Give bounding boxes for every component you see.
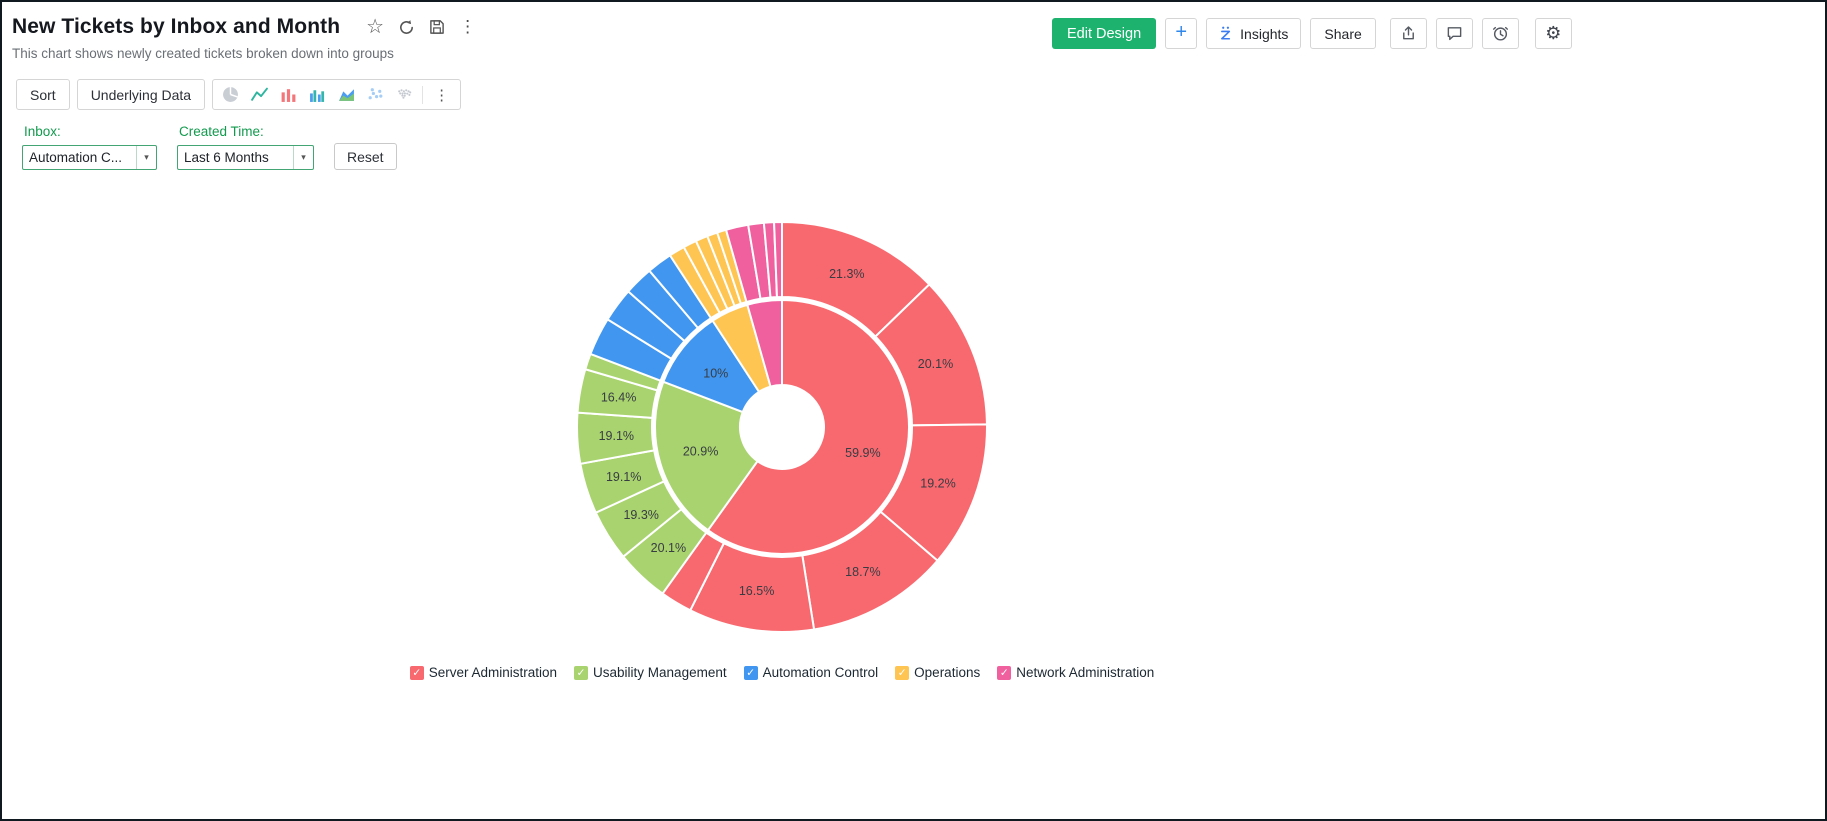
created-time-filter-select[interactable]: Last 6 Months ▾ <box>177 145 314 170</box>
report-description: This chart shows newly created tickets b… <box>12 46 394 61</box>
bar-chart-icon <box>281 89 296 102</box>
percentage-label: 10% <box>703 367 728 381</box>
percentage-label: 59.9% <box>845 446 880 460</box>
created-time-filter-value: Last 6 Months <box>184 150 269 165</box>
save-button[interactable] <box>429 19 445 35</box>
legend-label: Automation Control <box>762 665 879 680</box>
legend-checkbox-icon[interactable]: ✓ <box>743 665 758 680</box>
percentage-label: 20.9% <box>683 445 718 459</box>
clock-icon <box>1492 26 1508 41</box>
report-header: New Tickets by Inbox and Month ☆ <box>12 15 476 61</box>
share-button[interactable]: Share <box>1310 18 1376 49</box>
outer-segment-network-administration-4[interactable] <box>773 220 783 299</box>
settings-button[interactable]: ⚙ <box>1534 18 1572 49</box>
more-options-button[interactable]: ⋮ <box>459 18 476 36</box>
reset-filters-button[interactable]: Reset <box>334 143 397 170</box>
kebab-menu-icon: ⋮ <box>459 17 477 36</box>
insights-button[interactable]: Insights <box>1206 18 1302 49</box>
sunburst-chart[interactable]: 21.3% 20.1% 19.2% 18.7% 16.5% 59.9% 20.1% 19.3%… <box>552 192 1012 672</box>
area-chart-icon <box>339 89 355 101</box>
export-button[interactable] <box>1389 18 1427 49</box>
percentage-label: 20.1% <box>918 357 953 371</box>
percentage-label: 21.3% <box>829 267 864 281</box>
grouped-bar-chart-icon <box>310 90 325 102</box>
legend-label: Usability Management <box>593 665 727 680</box>
header-actions: Edit Design + Insights Share <box>1052 18 1572 49</box>
more-chart-types-button[interactable]: ⋮ <box>426 86 457 104</box>
edit-design-button[interactable]: Edit Design <box>1052 18 1157 49</box>
legend-checkbox-icon[interactable]: ✓ <box>574 665 589 680</box>
favorite-button[interactable]: ☆ <box>366 17 384 37</box>
chart-type-pie-button[interactable] <box>216 83 245 106</box>
add-button[interactable]: + <box>1165 18 1198 49</box>
percentage-label: 16.4% <box>601 391 636 405</box>
kebab-menu-icon: ⋮ <box>434 86 450 104</box>
chart-type-line-button[interactable] <box>245 83 274 106</box>
sort-button[interactable]: Sort <box>16 79 70 110</box>
chevron-down-icon: ▾ <box>293 146 313 169</box>
chart-toolbar: Sort Underlying Data <box>16 79 462 110</box>
inbox-filter-value: Automation C... <box>29 150 123 165</box>
refresh-button[interactable] <box>398 19 415 36</box>
inbox-filter-label: Inbox: <box>24 124 61 139</box>
percentage-label: 19.3% <box>623 508 658 522</box>
legend-label: Server Administration <box>428 665 558 680</box>
schedule-button[interactable] <box>1481 18 1519 49</box>
chart-type-grouped-bar-button[interactable] <box>303 83 332 106</box>
inbox-filter-select[interactable]: Automation C... ▾ <box>22 145 157 170</box>
created-time-filter-label: Created Time: <box>179 124 264 139</box>
chart-legend: ✓ Server Administration ✓ Usability Managem… <box>2 665 1562 680</box>
percentage-label: 20.1% <box>651 541 686 555</box>
comment-icon <box>1447 27 1462 41</box>
star-icon: ☆ <box>366 16 385 38</box>
filter-bar: Inbox: Automation C... ▾ Created Time: L… <box>22 124 397 170</box>
refresh-icon <box>400 19 414 34</box>
legend-item-operations[interactable]: ✓ Operations <box>895 665 980 680</box>
map-chart-icon <box>398 89 412 99</box>
pie-chart-icon <box>223 87 239 102</box>
legend-item-network-administration[interactable]: ✓ Network Administration <box>997 665 1154 680</box>
legend-label: Network Administration <box>1016 665 1155 680</box>
inner-segment-network-administration[interactable] <box>746 298 783 388</box>
save-icon <box>430 20 444 34</box>
line-chart-icon <box>251 87 268 101</box>
export-icon <box>1402 26 1414 40</box>
inner-segment-server-administration[interactable] <box>706 298 910 555</box>
legend-checkbox-icon[interactable]: ✓ <box>895 665 910 680</box>
toolbar-divider <box>422 85 424 104</box>
legend-item-usability-management[interactable]: ✓ Usability Management <box>574 665 727 680</box>
insights-label: Insights <box>1240 25 1289 42</box>
percentage-label: 19.1% <box>599 429 634 443</box>
legend-item-server-administration[interactable]: ✓ Server Administration <box>409 665 558 680</box>
zia-insights-icon <box>1221 26 1231 40</box>
inbox-filter: Inbox: Automation C... ▾ <box>22 124 157 170</box>
inner-segment-usability-management[interactable] <box>654 380 759 532</box>
legend-checkbox-icon[interactable]: ✓ <box>997 665 1012 680</box>
chevron-down-icon: ▾ <box>136 146 156 169</box>
legend-item-automation-control[interactable]: ✓ Automation Control <box>743 665 879 680</box>
percentage-label: 19.1% <box>606 470 641 484</box>
page-title: New Tickets by Inbox and Month <box>12 15 341 38</box>
created-time-filter: Created Time: Last 6 Months ▾ <box>177 124 314 170</box>
percentage-label: 18.7% <box>845 565 880 579</box>
legend-checkbox-icon[interactable]: ✓ <box>409 665 424 680</box>
chart-type-switcher: ⋮ <box>212 79 462 110</box>
chart-type-map-button[interactable] <box>390 83 419 106</box>
chart-type-scatter-button[interactable] <box>361 83 390 106</box>
legend-label: Operations <box>914 665 981 680</box>
gear-icon: ⚙ <box>1545 23 1562 43</box>
percentage-label: 16.5% <box>739 584 774 598</box>
scatter-plot-icon <box>368 88 383 100</box>
percentage-label: 19.2% <box>920 477 955 491</box>
underlying-data-button[interactable]: Underlying Data <box>76 79 206 110</box>
chart-type-bar-button[interactable] <box>274 83 303 106</box>
comments-button[interactable] <box>1435 18 1473 49</box>
chart-type-area-button[interactable] <box>332 83 361 106</box>
